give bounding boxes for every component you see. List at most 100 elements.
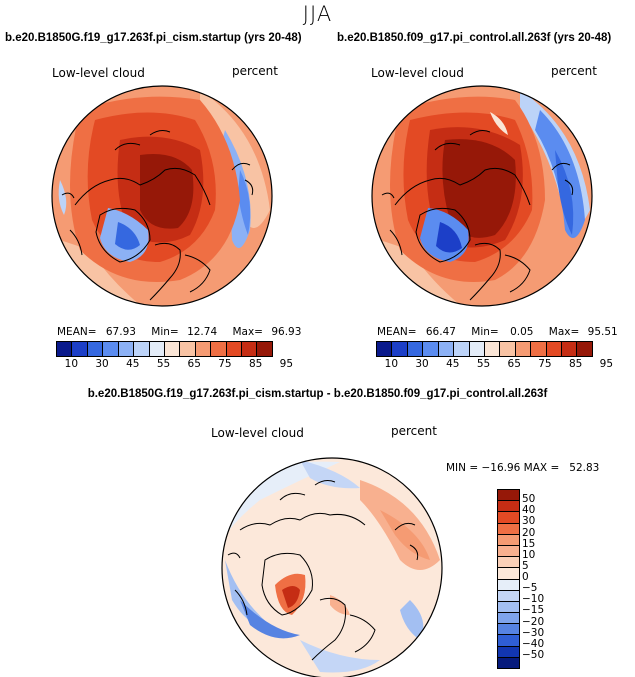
colorbar-panel-1 [56,341,273,357]
colorbar-diff-swatch [498,578,519,590]
colorbar-panel-2-tick-label: 55 [476,358,491,370]
colorbar-diff-swatch [498,500,519,512]
colorbar-panel-2-swatch [561,342,577,356]
colorbar-panel-1-swatch [210,342,226,356]
panel-2-min: 0.05 [510,326,534,338]
map-3-field [222,458,442,677]
colorbar-panel-1-swatch [241,342,257,356]
panel-1-max-label: Max= [232,326,263,338]
panel-2-mean: 66.47 [425,326,456,338]
panel-2-max: 95.51 [587,326,618,338]
colorbar-panel-1-swatch [86,342,103,356]
panel-1-mean: 67.93 [105,326,136,338]
colorbar-diff-tick-label: 5 [522,559,529,572]
panel-1-units: percent [232,64,278,78]
colorbar-diff-swatch [498,511,519,523]
colorbar-panel-2-ticks: 10 30 45 55 65 75 85 95 [376,358,613,372]
colorbar-panel-1-swatch [117,342,134,356]
colorbar-panel-1-swatch [179,342,195,356]
colorbar-diff-swatch [498,600,519,613]
colorbar-diff-tick-label: −40 [522,637,545,650]
panel-2-min-label: Min= [471,326,499,338]
panel-1-variable: Low-level cloud [52,66,145,80]
colorbar-diff-swatch [498,556,519,568]
colorbar-diff-ticks: 50 40 30 20 15 10 5 0 −5 −10 −15 −20 −30 −40 −50 [522,489,562,667]
colorbar-panel-1-tick-label: 65 [187,358,201,370]
colorbar-panel-2-tick-label: 75 [538,358,552,370]
map-1-boundary [51,85,273,307]
colorbar-diff-tick-label: −50 [522,648,545,661]
colorbar-panel-2-swatch [422,342,438,356]
panel-1-mean-label: MEAN= [57,326,97,338]
colorbar-panel-2-swatch [576,342,592,356]
colorbar-diff-swatch [498,490,519,501]
colorbar-panel-2-tick-label: 30 [415,358,429,370]
panel-1-min: 12.74 [187,326,218,338]
panel-1-title: b.e20.B1850G.f19_g17.263f.pi_cism.startu… [5,32,302,44]
colorbar-panel-2-swatch [468,342,484,356]
colorbar-diff-tick-label: −5 [522,582,538,595]
colorbar-diff-tick-label: 30 [522,515,536,528]
colorbar-panel-1-ticks: 10 30 45 55 65 75 85 95 [56,358,293,372]
colorbar-panel-2-swatch [514,342,531,356]
colorbar-panel-2-swatch [483,342,500,356]
map-3-coastlines [227,480,419,661]
panel-2-mean-label: MEAN= [377,326,417,338]
map-2-coastlines [381,130,574,301]
map-1-coastlines [61,130,254,301]
colorbar-panel-2-swatch [406,342,423,356]
diff-panel-variable: Low-level cloud [211,426,304,440]
colorbar-panel-2-tick-label: 45 [446,358,460,370]
colorbar-panel-2 [376,341,593,357]
colorbar-panel-2-tick-label: 85 [568,358,583,370]
colorbar-panel-2-swatch [391,342,407,356]
colorbar-panel-2-swatch [437,342,454,356]
colorbar-diff-swatch [498,589,519,601]
panel-2-units: percent [551,64,597,78]
map-2-boundary [371,85,593,307]
colorbar-panel-1-swatch [163,342,180,356]
colorbar-panel-1-swatch [57,342,72,356]
panel-2-variable: Low-level cloud [371,66,464,80]
colorbar-panel-1-swatch [148,342,164,356]
colorbar-diff-swatch [498,623,519,635]
colorbar-panel-1-swatch [256,342,272,356]
season-title: JJA [302,2,333,26]
colorbar-diff-swatch [498,656,519,668]
colorbar-panel-2-swatch [453,342,469,356]
colorbar-panel-1-swatch [194,342,211,356]
colorbar-diff-tick-label: 50 [522,493,536,506]
colorbar-panel-1-tick-label: 45 [126,358,140,370]
colorbar-panel-1-tick-label: 85 [248,358,263,370]
colorbar-panel-2-tick-label: 10 [384,358,399,370]
colorbar-panel-2-tick-label: 95 [599,358,614,370]
colorbar-diff-tick-label: 0 [522,571,529,583]
colorbar-panel-1-tick-label: 55 [156,358,171,370]
colorbar-diff-swatch [498,522,519,534]
map-2-field [372,86,592,306]
colorbar-panel-2-swatch [545,342,562,356]
colorbar-panel-1-swatch [102,342,118,356]
panel-2-max-label: Max= [548,326,580,338]
map-1-field [52,86,272,306]
colorbar-panel-2-tick-label: 65 [507,358,521,370]
diff-panel-title: b.e20.B1850G.f19_g17.263f.pi_cism.startu… [87,388,548,400]
colorbar-panel-1-tick-label: 10 [64,358,79,370]
diff-panel-units: percent [391,424,437,438]
colorbar-diff-tick-label: −15 [522,604,545,617]
panel-2-stats: MEAN= 66.47 Min= 0.05 Max= 95.51 [377,326,618,338]
colorbar-diff-swatch [498,567,519,579]
colorbar-diff-tick-label: −30 [522,626,545,639]
colorbar-diff-swatch [498,612,519,624]
panel-2-title: b.e20.B1850.f09_g17.pi_control.all.263f … [337,32,612,44]
colorbar-panel-1-tick-label: 95 [279,358,294,370]
colorbar-panel-1-swatch [71,342,87,356]
colorbar-diff-swatch [498,533,519,545]
colorbar-diff-tick-label: 40 [522,504,536,517]
colorbar-diff-tick-label: 15 [522,537,536,550]
diff-panel-minmax: MIN = −16.96 MAX = 52.83 [446,462,600,474]
colorbar-panel-2-swatch [530,342,546,356]
colorbar-panel-2-swatch [377,342,392,356]
panel-1-max: 96.93 [271,326,302,338]
